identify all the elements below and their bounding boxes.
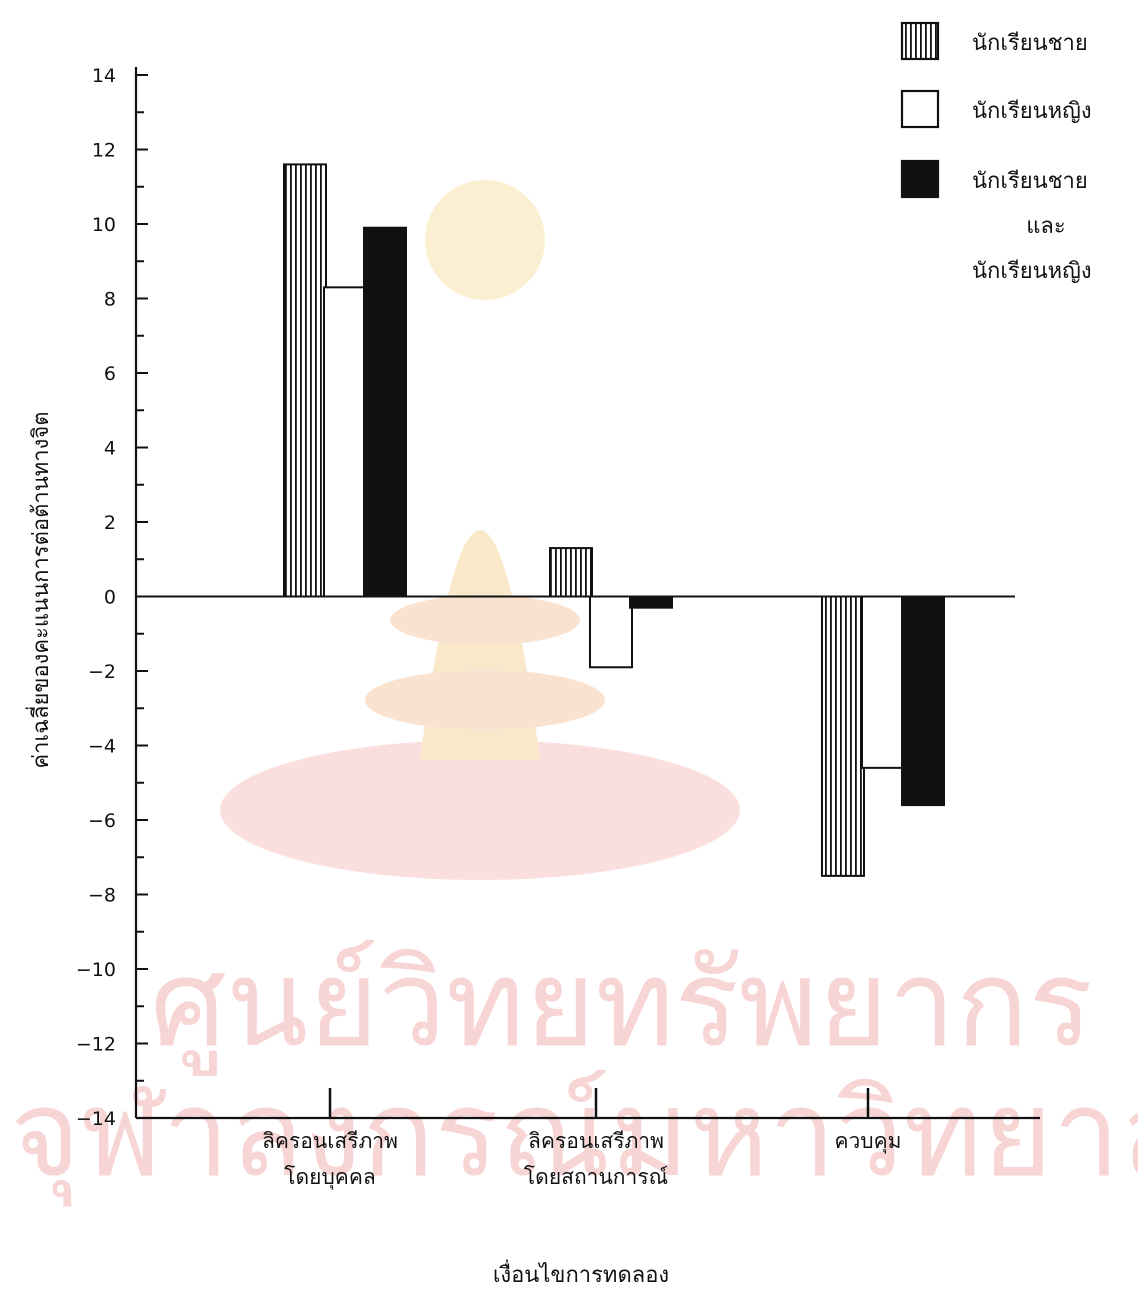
- y-tick-label: 4: [104, 438, 116, 460]
- watermark-seal: [220, 180, 740, 880]
- plot-area: 14 12 10 8 6 4 2 0 −2 −4 −6 −8 −10 −12 −14 ลิครอนเสรีภา…: [76, 65, 1040, 1190]
- x-category-label: โดยสถานการณ์: [524, 1165, 668, 1189]
- y-tick-label: −4: [88, 736, 116, 758]
- y-tick-label: −2: [88, 661, 116, 683]
- bar-girls: [589, 595, 633, 669]
- x-category-label: ควบคุม: [834, 1129, 901, 1154]
- watermark-line-1: ศูนย์วิทยทรัพยากร: [150, 935, 1093, 1076]
- bar-boys: [283, 163, 327, 598]
- watermark-line-2: จุฬาลงกรณ์มหาวิทยาลัย: [10, 1065, 1138, 1207]
- bar-girls: [861, 595, 905, 769]
- legend-label: นักเรียนชาย: [972, 169, 1088, 194]
- legend: นักเรียนชายนักเรียนหญิงนักเรียนชายและนัก…: [900, 21, 1092, 284]
- legend-swatch: [900, 89, 940, 129]
- y-tick-label: 6: [104, 363, 116, 385]
- bar-boys: [549, 547, 593, 598]
- bar-boys: [821, 595, 865, 877]
- y-tick-label: −12: [76, 1034, 116, 1056]
- legend-label: และ: [1026, 214, 1065, 239]
- x-axis-title: เงื่อนไขการทดลอง: [493, 1259, 669, 1288]
- y-tick-label: 12: [92, 140, 116, 162]
- bar-combined: [363, 226, 407, 598]
- y-tick-label: 14: [92, 65, 116, 87]
- bar-combined: [901, 595, 945, 807]
- y-tick-label: −10: [76, 959, 116, 981]
- y-tick-label: 8: [104, 289, 116, 311]
- y-tick-label: 0: [104, 587, 116, 609]
- y-tick-label: −8: [88, 885, 116, 907]
- legend-swatch: [900, 159, 940, 199]
- bar-girls: [323, 286, 367, 598]
- y-tick-label: −14: [76, 1108, 116, 1130]
- x-category-label: ลิครอนเสรีภาพ: [262, 1129, 398, 1153]
- y-tick-label: −6: [88, 810, 116, 832]
- legend-label: นักเรียนหญิง: [972, 259, 1092, 284]
- legend-label: นักเรียนหญิง: [972, 99, 1092, 124]
- y-axis-title: ค่าเฉลี่ยของคะแนนการต่อต้านทางจิต: [25, 411, 54, 768]
- legend-label: นักเรียนชาย: [972, 31, 1088, 56]
- y-tick-label: 10: [92, 214, 116, 236]
- bar-combined: [629, 595, 673, 609]
- x-category-label: โดยบุคคล: [284, 1165, 376, 1190]
- y-tick-label: 2: [104, 512, 116, 534]
- legend-swatch: [900, 21, 940, 61]
- x-category-label: ลิครอนเสรีภาพ: [528, 1129, 664, 1153]
